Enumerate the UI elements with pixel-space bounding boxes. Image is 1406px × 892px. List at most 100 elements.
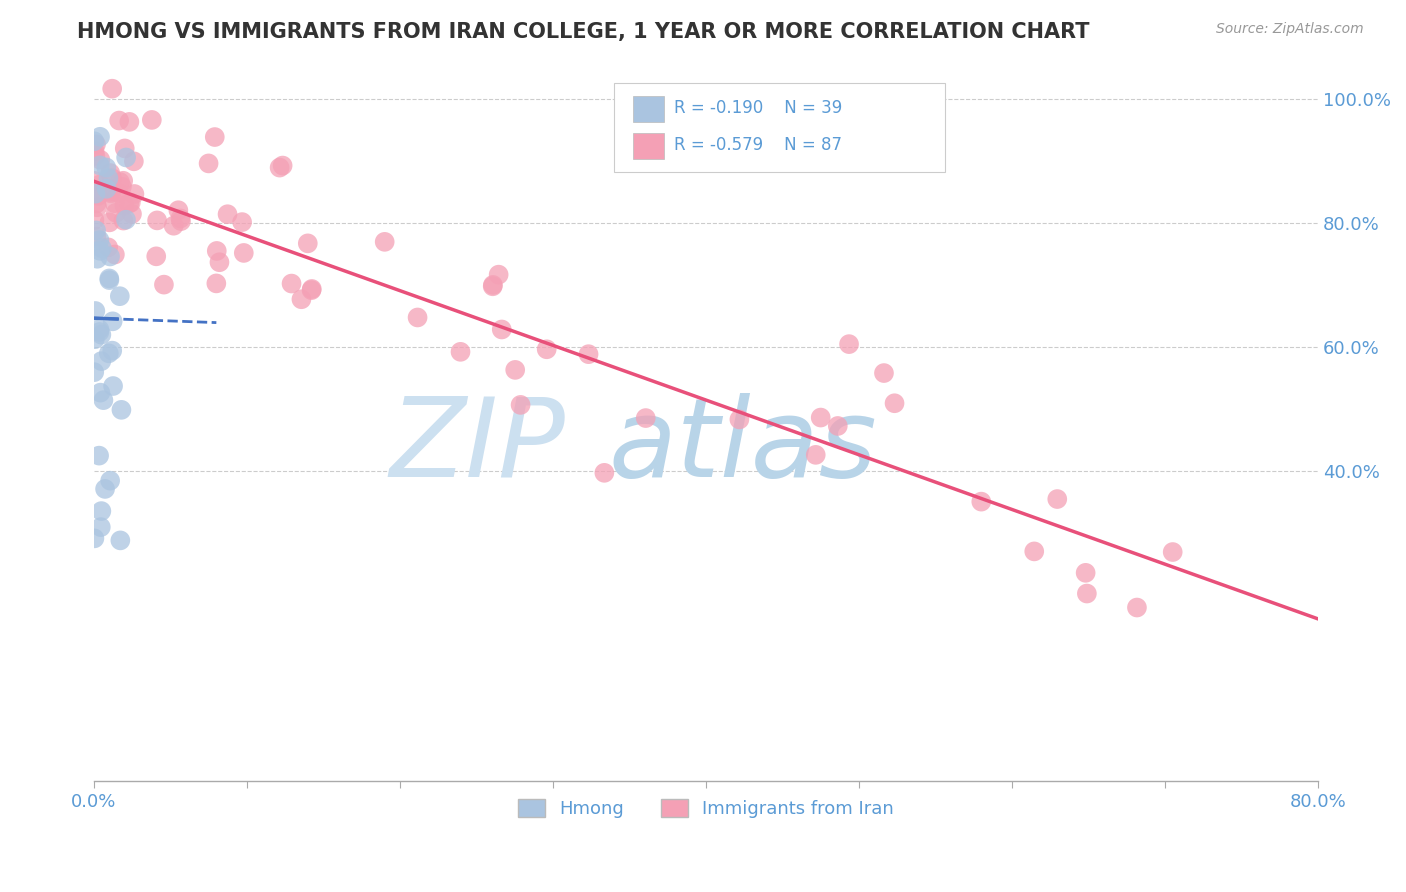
Point — [107, 186, 129, 201]
Point — [634, 411, 657, 425]
Point — [89, 233, 111, 247]
Point — [83, 332, 105, 346]
Point — [86, 229, 108, 244]
Point — [593, 466, 616, 480]
Point — [118, 115, 141, 129]
Point — [90, 520, 112, 534]
Point — [112, 213, 135, 227]
Point — [101, 171, 124, 186]
Point — [167, 203, 190, 218]
Point — [84, 137, 107, 152]
Point — [406, 310, 429, 325]
Point — [271, 159, 294, 173]
Point — [450, 344, 472, 359]
Point — [84, 223, 107, 237]
Point — [96, 182, 118, 196]
Text: R = -0.579    N = 87: R = -0.579 N = 87 — [675, 136, 842, 153]
FancyBboxPatch shape — [633, 134, 665, 159]
Point — [104, 206, 127, 220]
Point — [120, 195, 142, 210]
Point — [98, 250, 121, 264]
Point — [111, 179, 134, 194]
Point — [84, 186, 107, 201]
Point — [97, 240, 120, 254]
Point — [374, 235, 396, 249]
Point — [101, 343, 124, 358]
Point — [112, 199, 135, 213]
Point — [204, 130, 226, 145]
Text: atlas: atlas — [609, 392, 877, 500]
Point — [297, 236, 319, 251]
Text: HMONG VS IMMIGRANTS FROM IRAN COLLEGE, 1 YEAR OR MORE CORRELATION CHART: HMONG VS IMMIGRANTS FROM IRAN COLLEGE, 1… — [77, 22, 1090, 42]
Point — [94, 482, 117, 496]
Point — [728, 412, 751, 426]
Point — [84, 304, 107, 318]
Point — [122, 154, 145, 169]
Point — [89, 178, 111, 192]
Point — [269, 161, 291, 175]
Point — [503, 363, 526, 377]
Point — [280, 277, 302, 291]
Text: ZIP: ZIP — [389, 392, 565, 500]
Point — [98, 166, 121, 180]
Point — [1076, 586, 1098, 600]
Point — [90, 241, 112, 255]
Point — [153, 277, 176, 292]
Point — [217, 207, 239, 221]
Point — [1074, 566, 1097, 580]
Point — [1126, 600, 1149, 615]
Text: Source: ZipAtlas.com: Source: ZipAtlas.com — [1216, 22, 1364, 37]
Point — [110, 533, 132, 548]
Point — [98, 185, 121, 199]
Point — [83, 174, 105, 188]
Point — [1046, 491, 1069, 506]
Point — [89, 153, 111, 167]
Point — [98, 273, 121, 287]
Point — [491, 322, 513, 336]
Point — [232, 246, 254, 260]
Point — [208, 255, 231, 269]
Point — [301, 283, 323, 297]
Point — [101, 314, 124, 328]
Point — [93, 393, 115, 408]
Point — [101, 379, 124, 393]
Point — [104, 247, 127, 261]
Point — [112, 174, 135, 188]
Point — [87, 449, 110, 463]
Point — [89, 244, 111, 258]
Point — [536, 343, 558, 357]
Point — [89, 325, 111, 339]
Point — [108, 113, 131, 128]
Point — [509, 398, 531, 412]
Point — [83, 144, 105, 158]
Point — [205, 277, 228, 291]
Point — [482, 277, 505, 292]
Point — [104, 196, 127, 211]
Point — [488, 268, 510, 282]
Point — [89, 158, 111, 172]
Point — [578, 347, 600, 361]
Point — [115, 151, 138, 165]
Point — [145, 249, 167, 263]
Point — [83, 134, 105, 148]
Point — [90, 504, 112, 518]
Point — [115, 212, 138, 227]
Point — [101, 81, 124, 95]
Point — [231, 215, 253, 229]
Point — [86, 196, 108, 211]
Point — [883, 396, 905, 410]
Point — [205, 244, 228, 258]
Point — [121, 207, 143, 221]
Point — [98, 474, 121, 488]
Point — [873, 366, 896, 380]
Point — [301, 282, 323, 296]
Point — [810, 410, 832, 425]
Point — [89, 385, 111, 400]
Point — [110, 402, 132, 417]
Point — [96, 161, 118, 175]
Point — [163, 219, 186, 233]
FancyBboxPatch shape — [614, 83, 945, 172]
Point — [1161, 545, 1184, 559]
Point — [98, 271, 121, 285]
Point — [86, 184, 108, 198]
